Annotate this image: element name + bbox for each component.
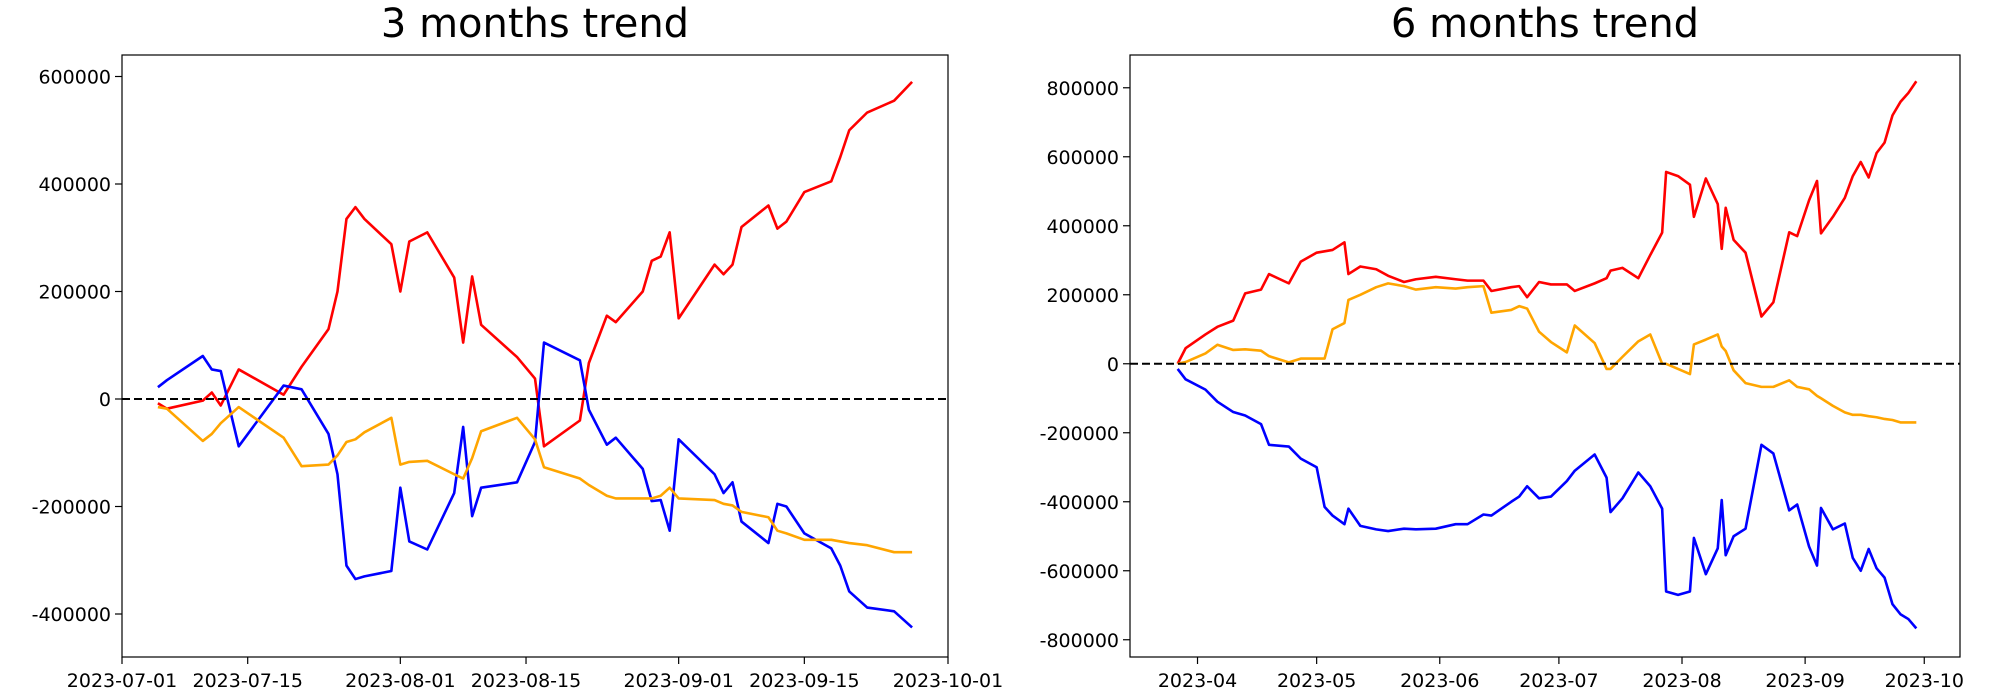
y-tick-label: 400000	[1046, 216, 1119, 238]
y-tick-label: 600000	[1046, 147, 1119, 169]
series-line	[1177, 282, 1917, 424]
y-tick-label: 0	[99, 389, 111, 411]
chart-title: 6 months trend	[1391, 1, 1699, 47]
x-tick-label: 2023-06	[1400, 670, 1479, 692]
x-tick-label: 2023-07-15	[192, 670, 302, 692]
x-tick-label: 2023-08-01	[345, 670, 455, 692]
x-tick-label: 2023-08	[1642, 670, 1721, 692]
series-line	[157, 341, 913, 629]
x-tick-label: 2023-09-15	[749, 670, 859, 692]
y-tick-label: -200000	[1040, 423, 1119, 445]
x-tick-label: 2023-07-01	[67, 670, 177, 692]
y-tick-label: -800000	[1040, 630, 1119, 652]
series-line	[157, 80, 914, 448]
series-line	[1176, 368, 1918, 630]
series-line	[157, 405, 913, 554]
y-tick-label: -200000	[32, 497, 111, 519]
x-tick-label: 2023-07	[1519, 670, 1598, 692]
chart-title: 3 months trend	[381, 1, 689, 47]
y-tick-label: -400000	[32, 604, 111, 626]
series-line	[1176, 80, 1918, 365]
x-tick-label: 2023-05	[1277, 670, 1356, 692]
y-tick-label: -400000	[1040, 492, 1119, 514]
x-tick-label: 2023-04	[1158, 670, 1237, 692]
x-tick-label: 2023-10-01	[893, 670, 1003, 692]
y-tick-label: 600000	[38, 67, 111, 89]
y-tick-label: -600000	[1040, 561, 1119, 583]
x-tick-label: 2023-08-15	[471, 670, 581, 692]
y-tick-label: 200000	[1046, 285, 1119, 307]
axes-frame	[1129, 54, 1961, 658]
y-tick-label: 800000	[1046, 78, 1119, 100]
x-tick-label: 2023-09	[1765, 670, 1844, 692]
axes-frame	[121, 54, 949, 658]
x-tick-label: 2023-09-01	[623, 670, 733, 692]
y-tick-label: 200000	[38, 282, 111, 304]
y-tick-label: 400000	[38, 174, 111, 196]
y-tick-label: 0	[1107, 354, 1119, 376]
x-tick-label: 2023-10	[1885, 670, 1964, 692]
